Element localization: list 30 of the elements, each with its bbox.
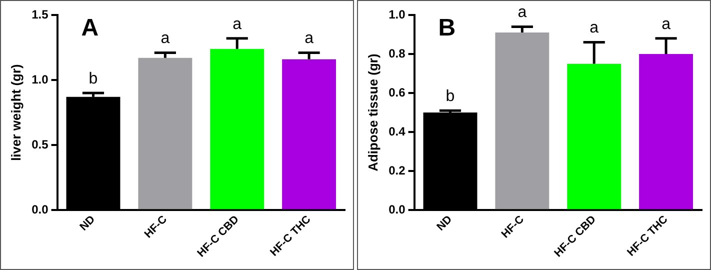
bar [567,64,622,210]
annotation: b [446,88,455,105]
bar [210,48,264,210]
y-tick-label: 0.6 [388,85,406,100]
y-tick-label: 0.5 [32,137,49,152]
y-tick-label: 1.0 [32,72,49,86]
y-tick-label: 0.4 [388,124,406,138]
y-tick-label: 1.5 [32,7,49,22]
annotation: a [590,20,599,37]
annotation: a [662,16,671,33]
annotation: a [518,4,527,22]
bar [639,54,694,210]
annotation: b [88,70,98,88]
annotation: a [160,30,170,48]
y-tick-label: 0.8 [388,46,406,60]
annotation: a [304,30,314,48]
x-tick-label: ND [434,213,455,234]
x-tick-label: ND [78,213,98,234]
y-axis-title: liver weight (gr) [8,64,24,161]
y-tick-label: 1.0 [388,7,406,22]
bar [138,58,192,210]
bar [282,59,336,210]
bar [495,32,550,210]
y-tick-label: 0.0 [32,202,49,216]
y-tick-label: 0.0 [388,202,406,216]
annotation: a [232,16,242,33]
annotation: A [81,14,99,42]
y-tick-label: 0.2 [388,163,406,178]
y-axis-title: Adipose tissue (gr) [365,54,380,172]
annotation: B [438,14,456,42]
